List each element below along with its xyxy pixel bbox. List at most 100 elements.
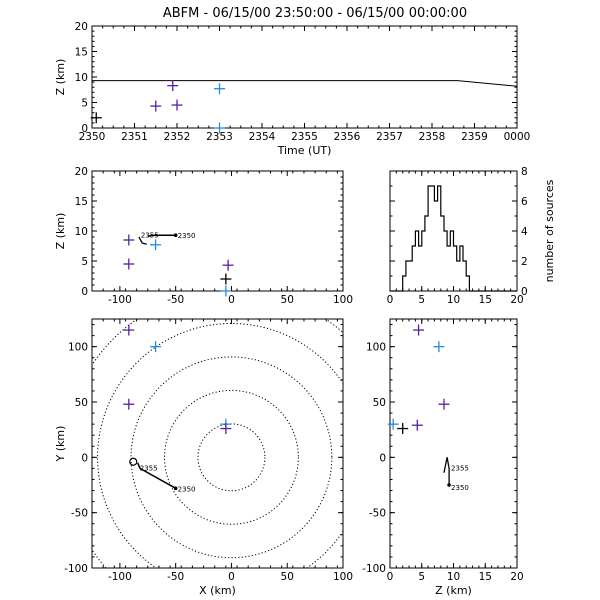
y-tick-label: 15	[75, 196, 88, 208]
y-tick-label: 50	[373, 397, 386, 409]
x-tick-label: 50	[281, 571, 294, 583]
track-time-label: 2355	[141, 232, 159, 240]
y-tick-label: 50	[75, 397, 88, 409]
source-point	[214, 122, 225, 134]
source-point	[220, 273, 232, 285]
source-point	[220, 285, 232, 297]
track-end-dot	[173, 233, 178, 237]
y-tick-label: 15	[75, 47, 88, 59]
y-axis-label: Z (km)	[54, 213, 67, 250]
source-point	[150, 239, 162, 251]
storm-track	[137, 462, 177, 489]
y-tick-label: -100	[64, 563, 88, 575]
x-tick-label: 2355	[291, 131, 318, 143]
y-tick-label: 0	[379, 452, 386, 464]
x-tick-label: 50	[281, 294, 294, 306]
x-tick-label: 15	[479, 294, 492, 306]
x-tick-label: 2359	[461, 131, 488, 143]
track-end-dot	[173, 486, 178, 491]
track-time-label: 2350	[178, 232, 196, 240]
panel-plan: -100 -50 0 50 100 -100 -50 0 50 100 X (km) Y (km) 23…	[54, 318, 353, 597]
x-tick-label: 2358	[419, 131, 446, 143]
storm-track-hook	[138, 236, 147, 245]
y-tick-label: 10	[75, 226, 88, 238]
range-ring	[130, 356, 333, 559]
x-tick-label: 0	[387, 571, 394, 583]
source-point	[90, 112, 102, 124]
y-tick-label: 20	[75, 21, 88, 33]
x-axis-label: Z (km)	[435, 584, 472, 597]
x-tick-label: 20	[510, 294, 523, 306]
y-tick-label: 2	[521, 256, 528, 268]
plot-frame	[389, 318, 518, 569]
x-tick-label: -100	[108, 571, 132, 583]
x-tick-label: 5	[418, 571, 425, 583]
x-tick-label: 2354	[249, 131, 276, 143]
range-ring	[164, 389, 299, 525]
source-point	[123, 398, 135, 410]
y-tick-label: -100	[362, 563, 386, 575]
x-tick-label: 10	[447, 294, 460, 306]
source-point	[150, 341, 162, 353]
x-tick-label: -100	[108, 294, 132, 306]
range-ring	[97, 323, 343, 568]
y-tick-label: -50	[71, 508, 88, 520]
source-point	[397, 423, 409, 435]
x-axis-label: Time (UT)	[277, 144, 332, 157]
x-tick-label: 5	[418, 294, 425, 306]
storm-track-loop	[129, 457, 138, 466]
source-point	[123, 234, 135, 246]
y-tick-label: 5	[81, 256, 88, 268]
y-tick-label: -50	[369, 508, 386, 520]
x-tick-label: 100	[333, 571, 353, 583]
storm-track	[443, 457, 450, 485]
y-axis-label: Z (km)	[54, 59, 67, 96]
panel-time_height: 2350 2351 2352 2353 2354 2355 2356 2357 2358 2359…	[54, 21, 530, 157]
track-time-label: 2355	[451, 464, 469, 472]
x-axis-label: X (km)	[199, 584, 236, 597]
x-tick-label: 2350	[79, 131, 106, 143]
track-time-label: 2350	[178, 485, 196, 493]
y-tick-label: 6	[521, 196, 528, 208]
source-point	[438, 398, 450, 410]
range-ring	[92, 319, 343, 568]
x-tick-label: 0	[228, 571, 235, 583]
figure-title: ABFM - 06/15/00 23:50:00 - 06/15/00 00:0…	[163, 6, 467, 21]
source-point	[123, 324, 135, 336]
range-ring	[197, 423, 266, 492]
y-tick-label: 0	[81, 123, 88, 135]
source-point	[171, 99, 183, 111]
track-time-label: 2355	[140, 464, 158, 472]
plot-frame	[91, 25, 518, 129]
x-tick-label: 2352	[164, 131, 191, 143]
x-tick-label: -50	[167, 294, 184, 306]
y-tick-label: 0	[521, 286, 528, 298]
y-tick-label: 100	[68, 342, 88, 354]
source-point	[222, 259, 234, 271]
y-tick-label: 5	[81, 98, 88, 110]
source-point	[214, 83, 225, 95]
x-tick-label: 2357	[376, 131, 403, 143]
x-tick-label: 0	[228, 294, 235, 306]
x-tick-label: 15	[479, 571, 492, 583]
y-axis-label: Y (km)	[54, 426, 67, 463]
y-tick-label: 10	[75, 72, 88, 84]
panel-zy: 0 5 10 15 20 -100 -50 0 50 100 Z (km) 2355 2350	[362, 318, 524, 597]
panel-xz: -100 -50 0 50 100 0 5 10 15 20 Z (km) 2355 2350	[54, 166, 353, 306]
y-tick-label: 4	[521, 226, 528, 238]
source-point	[220, 423, 232, 435]
histogram-steps	[390, 185, 517, 292]
source-point	[413, 324, 425, 336]
y-tick-label: 0	[81, 452, 88, 464]
plot-frame	[91, 318, 344, 569]
x-tick-label: -50	[167, 571, 184, 583]
x-tick-label: 20	[510, 571, 523, 583]
y-tick-label: 20	[75, 166, 88, 178]
track-end-dot	[447, 483, 451, 487]
x-tick-label: 2353	[206, 131, 233, 143]
source-point	[387, 418, 399, 430]
range-rings	[92, 319, 343, 568]
